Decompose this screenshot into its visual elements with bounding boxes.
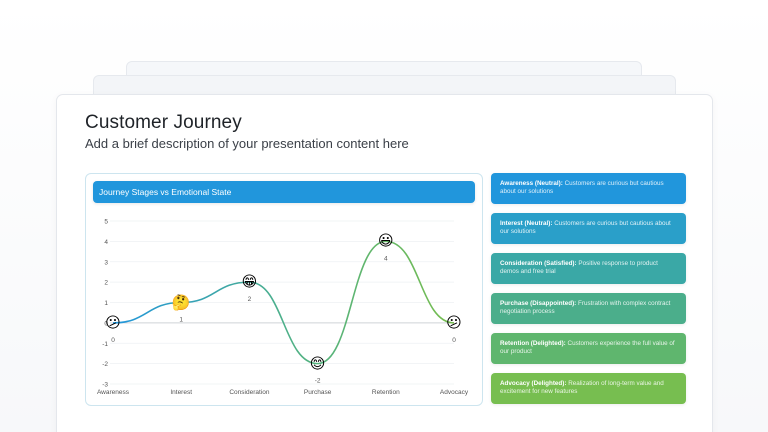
y-tick-label: -1 [102,341,108,348]
y-tick-label: 5 [104,219,108,226]
y-tick-label: 2 [104,280,108,287]
emotion-emoji-icon: 😕 [105,314,121,332]
emotion-emoji-icon: 😁 [241,273,258,291]
x-tick-label: Advocacy [440,389,469,396]
emotion-line [112,240,455,365]
stage-card-label: Consideration (Satisfied): [500,260,577,267]
slide-title: Customer Journey [85,112,242,133]
chart-title: Journey Stages vs Emotional State [93,181,475,203]
stage-card: Advocacy (Delighted): Realization of lon… [491,373,686,404]
y-tick-label: -2 [102,361,108,368]
stage-card-text: Customers are curious but cautious about… [500,180,664,196]
stage-card-label: Retention (Delighted): [500,340,566,347]
stage-card-label: Purchase (Disappointed): [500,300,577,307]
emotion-emoji-icon: 😃 [377,232,394,250]
chart-panel: Journey Stages vs Emotional State 5 4 3 2 1 0… [85,173,483,406]
emotion-emoji-icon: 🤔 [171,294,191,311]
y-tick-label: 3 [104,259,108,266]
data-label: 4 [384,255,388,262]
stage-card-text: Customers experience the full value of o… [500,340,675,356]
stage-card-text: Realization of long-term value and excit… [500,380,664,396]
emotion-emoji-icon: 😕 [446,314,462,332]
stage-card-text: Frustration with complex contract negoti… [500,300,671,316]
y-tick-label: 4 [104,239,108,246]
x-tick-label: Interest [170,389,192,396]
stage-card-label: Advocacy (Delighted): [500,380,567,387]
x-tick-label: Consideration [229,389,269,396]
data-label: 2 [248,296,252,303]
slide-card: Customer Journey Add a brief description… [56,94,713,432]
stage-card: Consideration (Satisfied): Positive resp… [491,253,686,284]
stage-card-text: Positive response to product demos and f… [500,260,658,276]
stage-card-label: Awareness (Neutral): [500,180,563,187]
stage-card: Retention (Delighted): Customers experie… [491,333,686,364]
slide-subtitle: Add a brief description of your presenta… [85,136,409,151]
data-label: 1 [179,317,183,324]
stage-card-label: Interest (Neutral): [500,220,553,227]
y-tick-label: 0 [104,320,108,327]
x-tick-label: Retention [372,389,400,396]
y-tick-label: 1 [104,300,108,307]
x-tick-label: Purchase [304,389,332,396]
data-label: 0 [111,337,115,344]
stage-card: Purchase (Disappointed): Frustration wit… [491,293,686,324]
x-tick-label: Awareness [97,389,130,396]
stage-card: Interest (Neutral): Customers are curiou… [491,213,686,244]
stage-card-text: Customers are curious but cautious about… [500,220,671,236]
data-label: 0 [452,337,456,344]
emotion-emoji-icon: 😊 [309,355,326,373]
stage-card: Awareness (Neutral): Customers are curio… [491,173,686,204]
y-tick-label: -3 [102,382,108,389]
data-label: -2 [315,378,321,385]
